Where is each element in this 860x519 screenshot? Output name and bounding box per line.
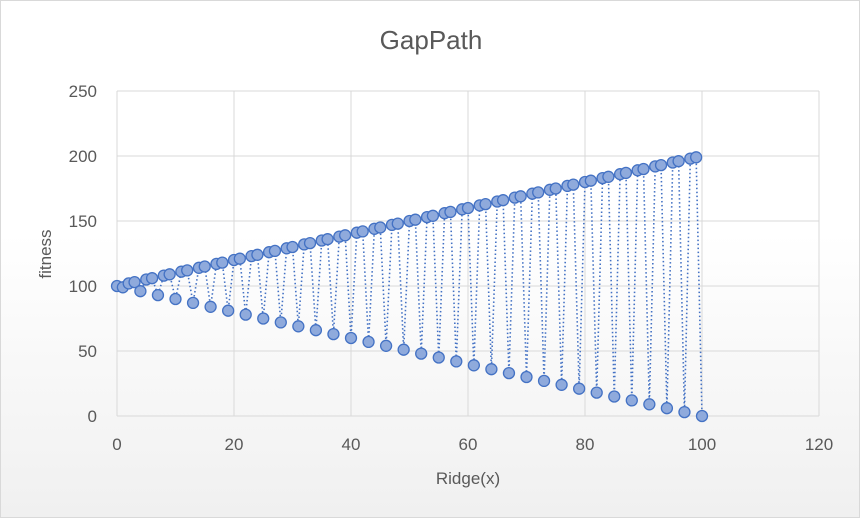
y-axis-title: fitness: [36, 229, 55, 278]
data-point: [338, 229, 352, 242]
data-point: [391, 217, 404, 230]
data-point: [602, 170, 615, 183]
data-point: [409, 213, 422, 226]
series-lines: [116, 156, 703, 417]
data-point: [169, 292, 182, 306]
y-tick-labels: 0 50 100 150 200 250: [69, 82, 97, 426]
y-tick-label: 250: [69, 82, 97, 101]
data-point: [432, 351, 445, 364]
data-point: [485, 363, 498, 376]
data-point: [134, 285, 147, 298]
chart-title: GapPath: [380, 25, 483, 55]
data-point: [695, 409, 709, 423]
data-point: [286, 240, 299, 254]
data-point: [637, 162, 650, 176]
data-point: [186, 296, 200, 310]
data-point: [321, 233, 334, 246]
data-point: [496, 194, 510, 207]
data-point: [344, 331, 358, 345]
y-tick-label: 50: [78, 342, 97, 361]
data-point: [549, 182, 562, 195]
data-point: [233, 252, 247, 265]
series-points: [110, 151, 709, 423]
data-point: [450, 355, 463, 368]
data-point: [619, 166, 633, 180]
data-point: [690, 151, 703, 164]
data-point: [608, 390, 621, 403]
data-point: [654, 158, 668, 172]
data-point: [461, 201, 475, 215]
data-point: [221, 304, 235, 317]
data-point: [257, 312, 270, 325]
data-point: [216, 256, 229, 269]
data-point: [426, 209, 440, 222]
data-point: [532, 186, 545, 199]
x-tick-label: 20: [225, 435, 244, 454]
gridlines: [116, 90, 820, 417]
data-point: [198, 260, 211, 273]
data-point: [514, 190, 527, 203]
data-point: [479, 197, 492, 211]
data-point: [374, 221, 387, 234]
data-point: [128, 275, 141, 289]
data-point: [415, 347, 428, 360]
data-point: [145, 272, 159, 285]
data-point: [573, 382, 586, 395]
data-point: [356, 225, 369, 238]
data-point: [251, 248, 264, 261]
data-point: [567, 178, 580, 191]
data-point: [444, 205, 457, 219]
y-tick-label: 0: [88, 407, 97, 426]
data-point: [660, 402, 674, 415]
data-point: [678, 405, 691, 419]
data-point: [397, 343, 410, 356]
y-tick-label: 100: [69, 277, 97, 296]
data-point: [239, 308, 252, 321]
series-line: [116, 156, 703, 417]
data-point: [292, 320, 305, 333]
data-point: [151, 288, 165, 302]
data-point: [362, 335, 375, 349]
x-tick-label: 60: [459, 435, 478, 454]
data-point: [590, 386, 603, 399]
x-tick-label: 80: [576, 435, 595, 454]
data-point: [204, 300, 217, 313]
data-point: [555, 378, 568, 391]
data-point: [274, 316, 287, 329]
x-tick-label: 0: [112, 435, 121, 454]
data-point: [268, 244, 282, 258]
x-tick-label: 40: [342, 435, 361, 454]
data-point: [643, 398, 656, 411]
data-point: [181, 264, 194, 277]
data-point: [379, 339, 393, 352]
data-point: [537, 374, 551, 388]
data-point: [467, 359, 481, 372]
data-point: [520, 370, 533, 384]
data-point: [625, 394, 638, 407]
data-point: [309, 324, 323, 337]
x-axis-title: Ridge(x): [436, 469, 500, 488]
y-tick-label: 200: [69, 147, 97, 166]
y-tick-label: 150: [69, 212, 97, 231]
data-point: [163, 268, 176, 281]
data-point: [672, 155, 685, 168]
x-tick-labels: 0 20 40 60 80 100 120: [112, 435, 833, 454]
data-point: [502, 366, 516, 380]
x-tick-label: 120: [805, 435, 833, 454]
x-tick-label: 100: [688, 435, 716, 454]
data-point: [327, 327, 340, 341]
data-point: [584, 174, 597, 187]
data-point: [303, 236, 317, 250]
